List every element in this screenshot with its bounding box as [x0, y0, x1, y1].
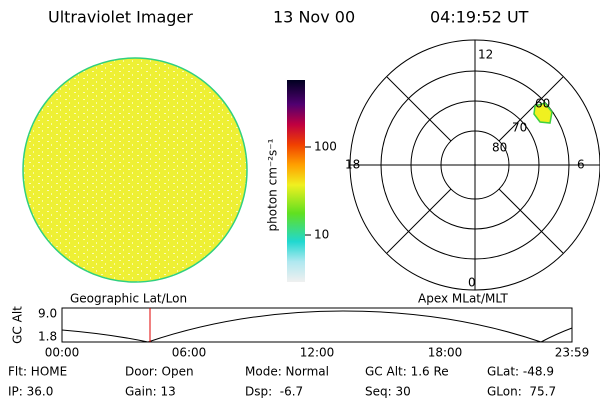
polar-plot: 12 18 6 0 60 70 80 [345, 39, 600, 291]
title: Ultraviolet Imager [48, 8, 193, 27]
timeline-x-tick: 18:00 [428, 346, 463, 360]
info-field: Flt: HOME [8, 365, 67, 379]
mlt-label: 12 [478, 48, 493, 62]
timeline-frame [61, 307, 573, 343]
mlt-line [498, 76, 564, 142]
timeline-x-tick: 00:00 [45, 346, 80, 360]
info-field: IP: 36.0 [8, 385, 53, 399]
colorbar-tick-label: 100 [314, 140, 337, 154]
info-field: Gain: 13 [125, 385, 176, 399]
colorbar-tick-label: 10 [314, 228, 329, 242]
mlt-line [386, 188, 452, 254]
timeline-x-tick: 12:00 [300, 346, 335, 360]
mlat-label: 80 [492, 141, 507, 155]
timeline-y-label: GC Alt [11, 306, 25, 344]
timeline-right-label: Apex MLat/MLT [418, 292, 508, 306]
timeline-x-tick: 06:00 [172, 346, 207, 360]
info-field: Mode: Normal [245, 365, 329, 379]
timeline-y-tick: 1.8 [38, 330, 57, 344]
info-field: GLat: -48.9 [487, 365, 554, 379]
info-field: GC Alt: 1.6 Re [365, 365, 449, 379]
mlat-label: 60 [535, 97, 550, 111]
mlt-line [386, 76, 452, 142]
info-field: Seq: 30 [365, 385, 411, 399]
date: 13 Nov 00 [273, 8, 355, 27]
mlt-line [498, 188, 564, 254]
info-panel: Flt: HOME Door: Open Mode: Normal GC Alt: 1… [8, 365, 556, 399]
timeline-x-tick: 23:59 [555, 346, 590, 360]
timeline-left-label: Geographic Lat/Lon [70, 292, 187, 306]
mlt-label: 18 [345, 158, 360, 172]
altitude-curve [61, 310, 573, 343]
timeline-y-tick: 9.0 [38, 307, 57, 321]
colorbar [287, 80, 305, 282]
mlt-label: 0 [468, 276, 476, 290]
mlt-label: 6 [577, 158, 585, 172]
info-field: Dsp: -6.7 [245, 385, 303, 399]
earth-disk-image [22, 57, 248, 283]
colorbar-label: photon cm⁻²s⁻¹ [266, 138, 280, 231]
time: 04:19:52 UT [430, 8, 529, 27]
aurora-spot [533, 102, 553, 124]
info-field: GLon: 75.7 [487, 385, 556, 399]
info-field: Door: Open [125, 365, 194, 379]
mlat-label: 70 [512, 121, 527, 135]
